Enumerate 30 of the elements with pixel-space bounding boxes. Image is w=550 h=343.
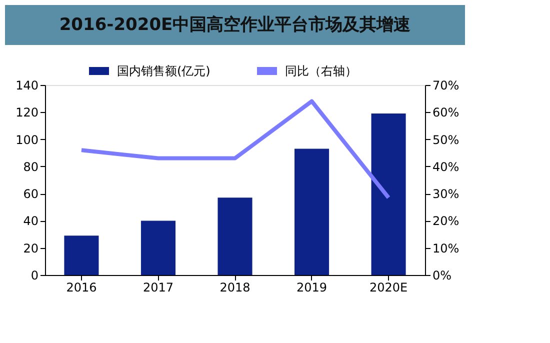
y2-tick-label: 70%	[432, 78, 460, 92]
y2-tick-label: 30%	[432, 187, 460, 202]
bar	[64, 236, 99, 275]
chart-title: 2016-2020E中国高空作业平台市场及其增速	[59, 15, 411, 35]
y-tick-label: 100	[16, 132, 38, 147]
bar	[294, 148, 330, 275]
y2-tick-label: 0%	[432, 268, 452, 282]
y2-tick-label: 20%	[432, 214, 460, 228]
line-series	[79, 99, 391, 200]
y2-tick-label: 50%	[432, 132, 460, 147]
y-tick-label: 120	[16, 106, 38, 120]
y-tick-label: 20	[23, 241, 38, 256]
x-tick-label: 2019	[296, 280, 328, 294]
bar	[218, 198, 252, 275]
x-tick-label: 2018	[220, 280, 250, 294]
x-tick-label: 2020E	[369, 280, 408, 294]
y-tick-label: 0	[30, 268, 38, 282]
x-tick-label: 2016	[66, 280, 97, 294]
y2-tick-label: 40%	[432, 160, 460, 174]
y-tick-label: 40	[23, 214, 38, 228]
legend-label: 同比（右轴）	[285, 64, 357, 78]
y2-tick-label: 60%	[432, 106, 460, 120]
legend-label: 国内销售额(亿元)	[117, 64, 210, 78]
bar	[140, 220, 176, 275]
x-tick-label: 2017	[142, 280, 174, 294]
y2-tick-label: 10%	[432, 241, 460, 256]
y-tick-label: 60	[23, 187, 38, 202]
bar	[371, 114, 406, 275]
y-tick-label: 80	[23, 160, 38, 174]
y-tick-label: 140	[16, 78, 38, 92]
